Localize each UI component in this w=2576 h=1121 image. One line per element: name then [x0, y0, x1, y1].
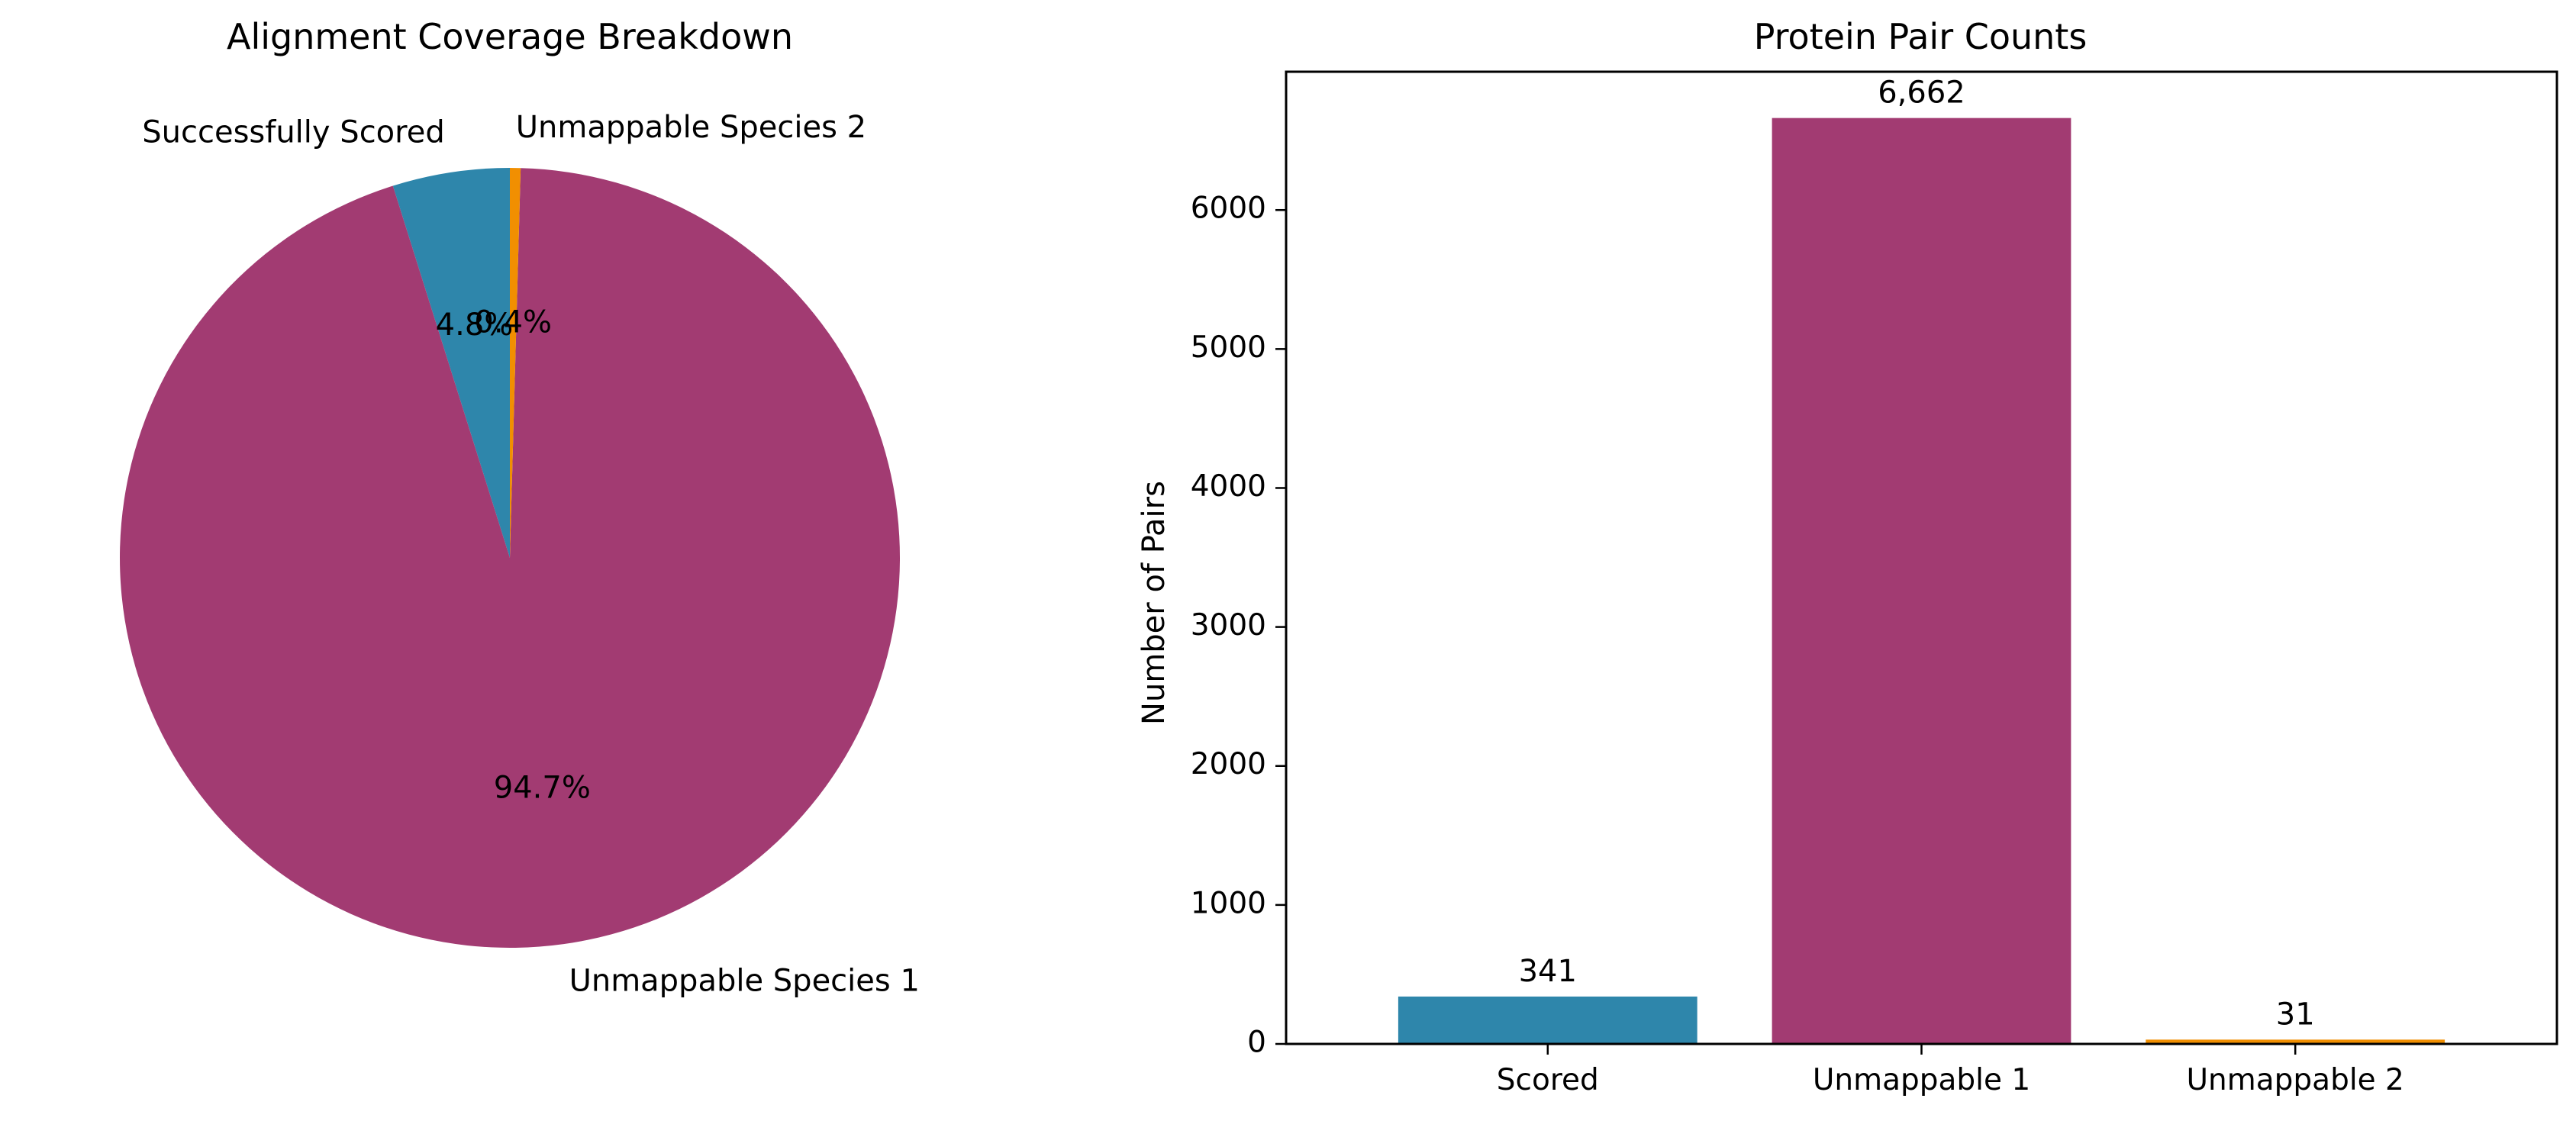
- pie-slice-unmappable-species-1: [120, 168, 900, 948]
- x-tick-label-unmappable-1: Unmappable 1: [1813, 1063, 2030, 1097]
- pie-slice-successfully-scored: [392, 168, 510, 558]
- y-tick-label-6000: 6000: [1191, 192, 1266, 226]
- bar-value-label-unmappable-1: 6,662: [1878, 76, 1965, 111]
- x-tick-label-scored: Scored: [1497, 1063, 1599, 1097]
- y-axis-label: Number of Pairs: [1136, 481, 1172, 725]
- y-tick-label-0: 0: [1247, 1026, 1266, 1060]
- pie-slices: [120, 168, 900, 948]
- bar-value-labels: 341 6,662 31: [1519, 76, 2315, 1032]
- bar-chart-title: Protein Pair Counts: [1754, 16, 2088, 57]
- pie-chart-title: Alignment Coverage Breakdown: [227, 16, 793, 57]
- bar-unmappable-2: [2146, 1039, 2445, 1044]
- pie-label-unmappable-species-2: Unmappable Species 2: [516, 110, 866, 145]
- y-tick-label-4000: 4000: [1191, 469, 1266, 504]
- y-axis: 0 1000 2000 3000 4000 5000 6000: [1191, 192, 1286, 1060]
- pie-percent-unmappable-species-1: 94.7%: [494, 771, 591, 806]
- pie-label-unmappable-species-1: Unmappable Species 1: [569, 964, 920, 999]
- plot-area-frame: [1285, 70, 2558, 1045]
- bar-unmappable-1: [1772, 118, 2071, 1045]
- y-tick-label-1000: 1000: [1191, 886, 1266, 920]
- pie-percent-unmappable-species-2: 0.4%: [474, 304, 552, 340]
- bar-value-label-scored: 341: [1519, 954, 1577, 989]
- x-tick-label-unmappable-2: Unmappable 2: [2187, 1063, 2404, 1097]
- pie-percent-labels: 4.8% 94.7% 0.4%: [436, 304, 591, 805]
- pie-outer-labels: Successfully Scored Unmappable Species 1 U…: [142, 110, 920, 999]
- bar-bars: [1398, 118, 2445, 1045]
- y-tick-label-5000: 5000: [1191, 330, 1266, 365]
- pie-percent-successfully-scored: 4.8%: [436, 308, 514, 343]
- bar-value-label-unmappable-2: 31: [2276, 997, 2315, 1032]
- pie-label-successfully-scored: Successfully Scored: [142, 114, 444, 150]
- bar-scored: [1398, 996, 1697, 1044]
- x-axis: Scored Unmappable 1 Unmappable 2: [1497, 1044, 2404, 1097]
- pie-chart: Alignment Coverage Breakdown Successfull…: [120, 16, 920, 999]
- y-tick-label-3000: 3000: [1191, 608, 1266, 643]
- y-tick-label-2000: 2000: [1191, 747, 1266, 781]
- pie-slice-unmappable-species-2: [510, 168, 521, 558]
- bar-chart: Protein Pair Counts 341 6,662 31 0 1000 2000…: [1136, 16, 2558, 1097]
